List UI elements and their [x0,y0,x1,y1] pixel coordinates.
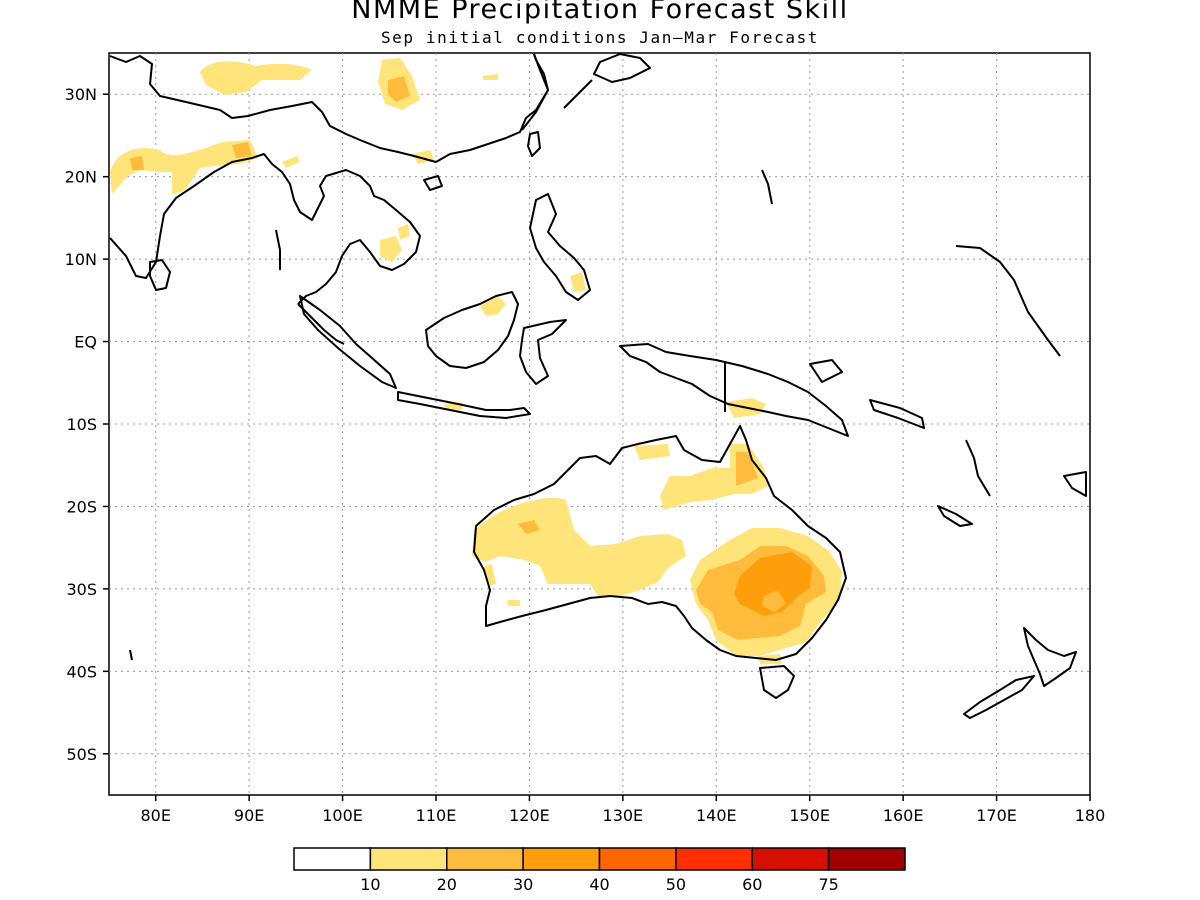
x-tick-label: 100E [322,806,363,825]
coast-taiwan [527,131,541,157]
coast-vanuatu [965,439,991,497]
skill-region-borneo [480,296,506,316]
coast-new-guinea [619,343,849,437]
coast-maldives [129,649,133,661]
coast-marianas [761,169,773,205]
coast-sumatra [299,295,397,389]
colorbar-swatch [598,847,677,871]
y-tick-label: 10S [66,415,97,434]
coast-malay [297,303,345,345]
graticule [109,53,1090,795]
coast-nicobar [275,229,281,270]
x-tick-label: 180 [1075,806,1106,825]
x-tick-label: 110E [416,806,457,825]
colorbar-label: 40 [589,875,609,894]
coast-ryukyu [563,79,593,109]
y-tick-label: 10N [65,250,97,269]
coast-japan [593,53,651,83]
coast-india [109,153,421,305]
colorbar-label: 20 [437,875,457,894]
colorbar-label: 60 [742,875,762,894]
coast-micronesia [955,245,1061,357]
colorbar-swatch [446,847,524,871]
skill-region-se-australia-core [734,552,812,616]
skill-region-wa-core [518,520,540,534]
colorbar-swatch [675,847,753,871]
colorbar-label: 30 [513,875,533,894]
colorbar-swatch [293,847,372,871]
skill-region-wa-south [508,600,520,606]
colorbar-swatch [369,847,448,871]
y-tick-label: 50S [66,745,97,764]
y-tick-label: 40S [66,662,97,681]
coast-asia [109,53,549,163]
coast-borneo [425,291,519,369]
coast-hainan [423,175,443,191]
x-tick-label: 90E [234,806,264,825]
coast-java [397,391,531,419]
skill-region-india-orange [130,156,144,170]
skill-region-se-australia-inner [762,590,786,612]
x-tick-label: 160E [883,806,924,825]
x-tick-label: 120E [509,806,550,825]
y-tick-label: 30S [66,580,97,599]
skill-region-cape-york-core [736,452,758,486]
skill-shading [110,58,842,664]
map-title: NMME Precipitation Forecast Skill [351,0,849,25]
skill-region-philippines [570,272,586,292]
map-subtitle: Sep initial conditions Jan–Mar Forecast [380,28,820,47]
skill-region-vietnam [398,224,410,240]
y-tick-label: EQ [74,333,97,352]
coast-solomons [869,399,925,429]
coast-new-britain [809,359,843,383]
colorbar-label: 50 [666,875,686,894]
coast-sulawesi [519,319,567,385]
coast-new-caledonia [937,505,973,527]
y-tick-label: 30N [65,85,97,104]
skill-region-cambodia [380,236,402,262]
colorbar-swatch [827,847,906,871]
skill-region-arnhem [634,444,670,460]
coast-australia [473,425,847,661]
colorbar-swatch [522,847,601,871]
colorbar: 10 20 30 40 50 60 75 [293,847,906,894]
skill-region-myanmar [282,156,300,168]
skill-region-india-nw [110,140,258,195]
coast-china-east [521,53,549,131]
x-axis: 80E 90E 100E 110E 120E 130E 140E 150E 160E 170E 18… [140,795,1105,825]
y-tick-label: 20N [65,168,97,187]
skill-region-bay-bengal [232,142,252,158]
colorbar-label: 75 [818,875,838,894]
x-tick-label: 140E [696,806,737,825]
skill-region-china-north-core [388,76,410,102]
coast-sri-lanka [149,259,171,291]
skill-region-tibet [200,61,312,95]
x-tick-label: 170E [976,806,1017,825]
y-tick-label: 20S [66,497,97,516]
colorbar-swatch [751,847,830,871]
skill-region-china-small [482,74,498,80]
x-tick-label: 150E [789,806,830,825]
x-tick-label: 130E [603,806,644,825]
coast-nz-south [963,675,1035,719]
coast-nz-north [1023,627,1077,687]
coast-philippines [529,193,591,301]
map-frame [108,52,1091,796]
colorbar-label: 10 [360,875,380,894]
coastlines [109,53,1087,719]
coast-tasmania [759,665,795,699]
x-tick-label: 80E [140,806,170,825]
coast-fiji [1063,471,1087,497]
y-axis: 30N 20N 10N EQ 10S 20S 30S 40S 50S [65,85,109,764]
